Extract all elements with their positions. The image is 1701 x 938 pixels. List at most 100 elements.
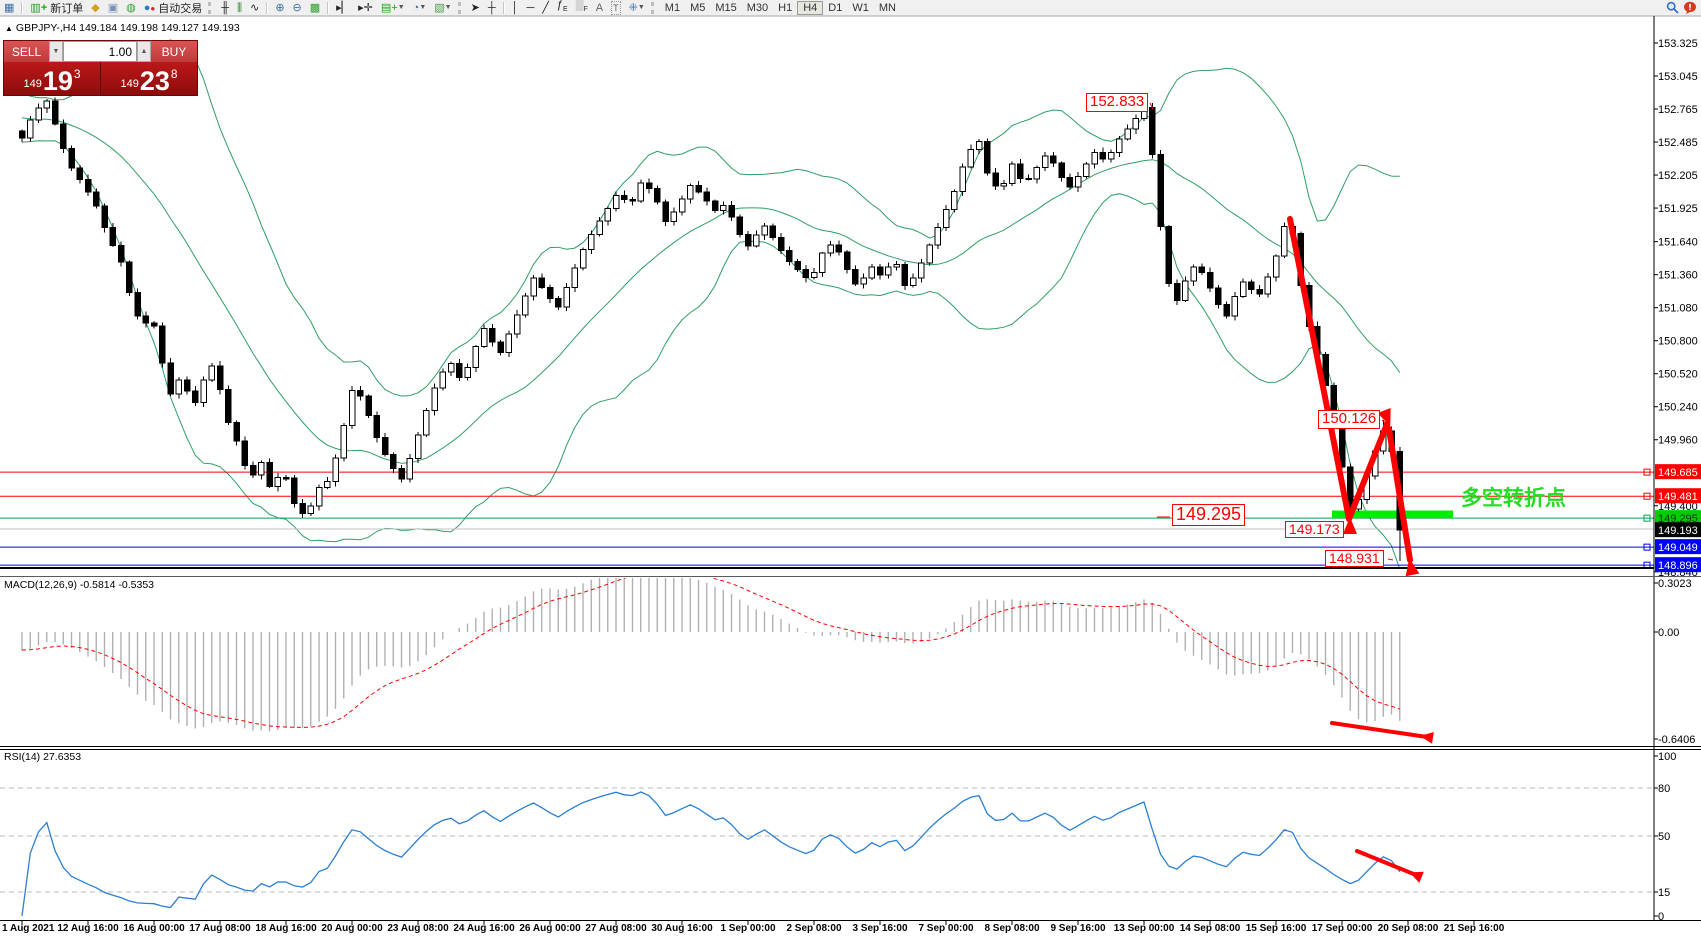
red-zigzag-arrow[interactable] — [1287, 216, 1420, 577]
timeframe-button-d1[interactable]: D1 — [828, 2, 843, 14]
arrows-tool-button[interactable]: ⁜ ▼ — [628, 2, 645, 14]
price-callout-148.931[interactable]: 148.931 — [1325, 550, 1384, 568]
candle-body — [1041, 155, 1049, 169]
templates-button[interactable]: ▧ ▼ — [434, 2, 452, 14]
sell-button[interactable]: SELL — [4, 41, 49, 62]
arrows-icon: ⁜ — [628, 2, 638, 14]
candle-body — [1124, 128, 1131, 140]
candle-body — [1272, 255, 1280, 278]
channel-tool-button[interactable]: ▒F — [572, 0, 592, 15]
candle-body — [126, 261, 133, 294]
price-tick-label: 153.045 — [1658, 71, 1698, 83]
time-tick-label: 1 Aug 2021 — [2, 923, 55, 934]
tile-windows-button[interactable]: ▩ — [306, 1, 324, 15]
rsi-red-arrow[interactable] — [1355, 849, 1424, 883]
time-tick-label: 26 Aug 00:00 — [519, 923, 581, 934]
candle-body — [390, 454, 397, 470]
channel-icon: ▒F — [575, 0, 588, 14]
time-tick-label: 3 Sep 16:00 — [852, 923, 907, 934]
timeframe-button-m30[interactable]: M30 — [746, 2, 769, 14]
price-marker-label: 148.896 — [1658, 560, 1698, 572]
price-callout-152.833[interactable]: 152.833 — [1086, 93, 1149, 112]
price-callout-149.173[interactable]: 149.173 — [1285, 521, 1344, 539]
candle-body — [68, 147, 75, 169]
candle-body — [1239, 281, 1247, 297]
candle-body — [225, 389, 232, 423]
candle-body — [670, 211, 677, 223]
price-tick-label: 152.485 — [1658, 137, 1698, 149]
hline-icon: ─ — [526, 2, 535, 14]
candle-body — [192, 390, 199, 403]
macd-red-arrow[interactable] — [1330, 721, 1434, 744]
candle-body — [175, 379, 182, 395]
buy-price-panel[interactable]: 149 23 8 — [101, 62, 197, 95]
zoom-in-button[interactable]: ⊕ — [271, 1, 288, 15]
fibo-tool-button[interactable]: ƒE — [553, 0, 572, 15]
sell-price-panel[interactable]: 149 19 3 — [4, 62, 101, 95]
candle-body — [513, 314, 521, 335]
candle-body — [373, 415, 380, 439]
notifications-button[interactable] — [1683, 1, 1697, 17]
timeframe-button-m15[interactable]: M15 — [715, 2, 737, 14]
crosshair-button[interactable]: ┼ — [484, 1, 500, 15]
candle-body — [35, 107, 42, 121]
candle-body — [51, 100, 59, 125]
timeframe-button-w1[interactable]: W1 — [852, 2, 869, 14]
zoom-out-button[interactable]: ⊖ — [289, 1, 306, 15]
auto-scroll-button[interactable]: ▸▏ — [332, 1, 354, 15]
timeframe-button-mn[interactable]: MN — [878, 2, 896, 14]
new-order-button[interactable]: ▥+ 新订单 — [26, 1, 87, 15]
candle-body — [200, 379, 207, 403]
candle-body — [934, 226, 941, 246]
signal-button[interactable]: ◍ — [122, 1, 140, 15]
volume-decrement-button[interactable]: ▼ — [49, 41, 63, 62]
vline-tool-button[interactable]: │ — [508, 1, 523, 15]
timeframe-button-m5[interactable]: M5 — [690, 2, 706, 14]
callout-tail — [1387, 558, 1394, 561]
trendline-tool-button[interactable]: ╱ — [538, 1, 553, 15]
candle-body — [1157, 153, 1164, 227]
time-tick-label: 20 Aug 00:00 — [321, 923, 383, 934]
time-tick-label: 24 Aug 16:00 — [453, 923, 515, 934]
label-tool-button[interactable]: T — [607, 1, 625, 15]
price-tick-label: 151.080 — [1658, 303, 1698, 315]
periods-button[interactable]: ◔ ▼ — [412, 2, 427, 14]
profiles-button[interactable]: ▣ — [104, 1, 122, 15]
cursor-button[interactable]: ➤ — [467, 1, 484, 15]
top-toolbar: ▦ ▥+ 新订单 ◆ ▣ ◍ ●● 自动交易 ╫ ⫼ ∿ ⊕ ⊖ ▩ ▸▏ ▸✛… — [0, 0, 1701, 17]
volume-increment-button[interactable]: ▲ — [137, 41, 151, 62]
candle-body — [1198, 266, 1205, 273]
candle-body — [530, 277, 537, 297]
search-button[interactable] — [1666, 1, 1679, 17]
collapse-triangle-icon[interactable]: ▲ — [5, 24, 13, 33]
candle-body — [637, 182, 644, 202]
chinese-annotation-text[interactable]: 多空转折点 — [1461, 487, 1566, 510]
line-chart-button[interactable]: ∿ — [246, 1, 263, 15]
indicators-button[interactable]: ▤+ ▼ — [380, 2, 405, 14]
chart-shift-button[interactable]: ▸✛ — [354, 1, 377, 15]
sell-price-point: 3 — [73, 67, 81, 81]
toolbar-separator — [266, 2, 269, 14]
market-watch-button[interactable]: ◆ — [87, 1, 103, 15]
price-tick-label: 152.765 — [1658, 104, 1698, 116]
chart-title: ▲ GBPJPY-,H4 149.184 149.198 149.127 149.… — [5, 22, 240, 34]
bar-chart-button[interactable]: ╫ — [217, 1, 233, 15]
buy-button[interactable]: BUY — [151, 41, 197, 62]
text-tool-button[interactable]: A — [592, 1, 607, 15]
candle-body — [571, 267, 578, 289]
time-tick-label: 8 Sep 08:00 — [984, 923, 1039, 934]
trendline-icon: ╱ — [542, 2, 549, 14]
hline-tool-button[interactable]: ─ — [522, 1, 538, 15]
autotrading-button[interactable]: ●● 自动交易 — [140, 1, 207, 16]
price-callout-149.295[interactable]: 149.295 — [1172, 504, 1246, 526]
window-icon[interactable]: ▦ — [4, 2, 15, 14]
price-callout-150.126[interactable]: 150.126 — [1318, 410, 1381, 429]
candle-chart-button[interactable]: ⫼ — [233, 1, 246, 15]
candle-body — [1231, 295, 1238, 317]
volume-input[interactable]: 1.00 — [63, 41, 137, 62]
timeframe-button-m1[interactable]: M1 — [664, 2, 681, 14]
arrow-head — [1343, 517, 1357, 534]
timeframe-button-h4[interactable]: H4 — [797, 1, 824, 15]
timeframe-button-h1[interactable]: H1 — [778, 2, 793, 14]
